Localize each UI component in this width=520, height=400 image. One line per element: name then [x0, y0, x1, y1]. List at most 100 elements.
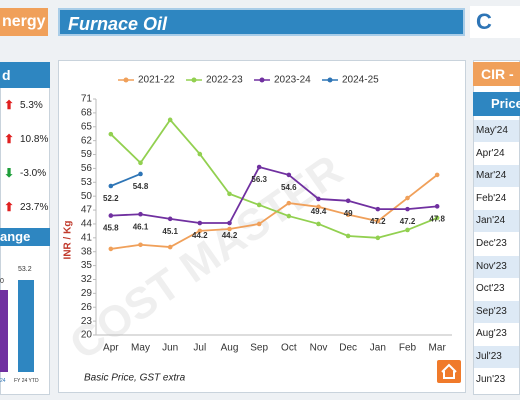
bar [18, 280, 34, 372]
panel-subtitle: Price [473, 92, 520, 116]
x-tick-label: Jun [162, 343, 178, 354]
bar-label: 0 [0, 278, 4, 285]
y-axis-label: INR / Kg [63, 221, 74, 260]
data-point [197, 220, 203, 226]
month-row[interactable]: Nov'23 [474, 255, 519, 278]
y-tick-label: 23 [81, 316, 93, 327]
data-point [197, 151, 203, 157]
legend-label: FY 24 YTD [14, 378, 39, 384]
legend-label: 2022-23 [206, 75, 243, 86]
tab[interactable]: nergy [0, 8, 48, 36]
data-label: 49 [344, 209, 353, 218]
panel-title: d [0, 62, 50, 88]
data-point [108, 183, 114, 189]
data-point [227, 226, 232, 232]
x-tick-label: Feb [399, 343, 417, 354]
month-row[interactable]: Oct'23 [474, 278, 519, 301]
data-point [434, 215, 440, 221]
y-tick-label: 38 [81, 246, 93, 257]
chart-frame [58, 60, 466, 393]
y-tick-label: 32 [81, 274, 93, 285]
data-point [316, 204, 321, 210]
data-point [345, 198, 351, 204]
data-point [167, 244, 173, 250]
x-tick-label: Sep [250, 343, 268, 354]
x-tick-label: Jul [193, 343, 206, 354]
data-point [286, 213, 292, 219]
data-point [138, 171, 143, 177]
legend-label: 24 [0, 378, 6, 384]
y-tick-label: 26 [81, 302, 93, 313]
change-value: -3.0% [20, 168, 47, 179]
month-row[interactable]: Dec'23 [474, 233, 519, 255]
bar [0, 290, 8, 372]
home-button[interactable] [437, 360, 461, 383]
data-point [405, 227, 410, 233]
trend-arrow: ⬆ [4, 98, 15, 112]
month-row[interactable]: Jul'23 [474, 346, 519, 368]
data-point [108, 131, 114, 137]
y-tick-label: 53 [81, 177, 93, 188]
data-label: 54.6 [281, 183, 297, 192]
legend-label: 2023-24 [274, 75, 311, 86]
month-row[interactable]: Jun'23 [474, 368, 519, 391]
x-tick-label: Jan [370, 343, 386, 354]
data-label: 49.4 [311, 207, 327, 216]
month-row[interactable]: Jan'24 [474, 210, 519, 233]
data-point [375, 218, 381, 224]
data-point [345, 233, 351, 239]
data-label: 54.8 [133, 182, 149, 191]
series-line [110, 165, 438, 224]
trend-arrow: ⬆ [4, 200, 15, 214]
month-row[interactable]: Sep'23 [474, 300, 519, 323]
month-row[interactable]: Feb'24 [474, 187, 519, 210]
y-tick-label: 68 [81, 108, 93, 119]
month-row[interactable]: May'24 [474, 120, 519, 142]
y-tick-label: 20 [81, 330, 93, 341]
bar-label: 53.2 [18, 266, 32, 273]
trend-arrow: ⬇ [4, 166, 15, 180]
data-label: 47.2 [370, 217, 386, 226]
data-point [434, 204, 440, 209]
y-tick-label: 35 [81, 260, 93, 271]
data-point [108, 246, 114, 252]
data-point [138, 211, 143, 217]
month-row[interactable]: Mar'24 [474, 165, 519, 188]
data-label: 47.8 [429, 214, 445, 223]
data-point [167, 117, 173, 123]
data-label: 52.2 [103, 194, 119, 203]
data-point [108, 213, 114, 218]
x-tick-label: Dec [339, 343, 357, 354]
data-label: 56.3 [251, 175, 267, 184]
y-tick-label: 44 [81, 219, 93, 230]
y-tick-label: 71 [81, 94, 93, 105]
home-icon [441, 363, 457, 379]
y-tick-label: 50 [81, 191, 93, 202]
data-point [316, 221, 321, 227]
month-row[interactable]: Apr'24 [474, 142, 519, 165]
series-line [110, 174, 438, 250]
data-label: 45.8 [103, 224, 119, 233]
y-tick-label: 62 [81, 135, 93, 146]
x-tick-label: Nov [310, 343, 328, 354]
data-point [227, 220, 232, 226]
data-point [316, 196, 321, 202]
data-point [138, 242, 143, 248]
change-value: 5.3% [20, 100, 43, 111]
y-tick-label: 56 [81, 163, 93, 174]
data-point [197, 228, 203, 234]
y-tick-label: 29 [81, 288, 93, 299]
month-row[interactable]: Aug'23 [474, 323, 519, 346]
x-tick-label: Mar [429, 343, 447, 354]
trend-arrow: ⬆ [4, 132, 15, 146]
legend-label: 2024-25 [342, 75, 379, 86]
data-label: 47.2 [400, 217, 416, 226]
y-tick-label: 65 [81, 121, 93, 132]
x-tick-label: Aug [221, 343, 239, 354]
y-tick-label: 41 [81, 232, 93, 243]
data-point [375, 235, 381, 241]
legend-marker [123, 77, 129, 83]
page-title: Furnace Oil [58, 8, 465, 36]
data-point [167, 216, 173, 222]
